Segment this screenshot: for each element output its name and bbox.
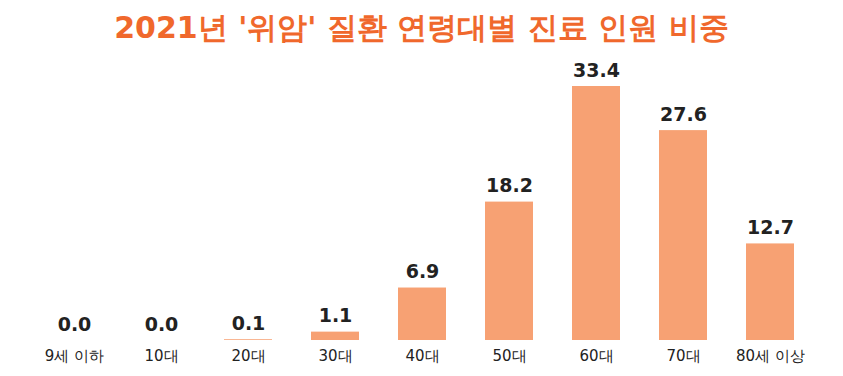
svg-text:1.1: 1.1 [319, 304, 353, 326]
svg-text:33.4: 33.4 [573, 59, 620, 81]
svg-text:0.0: 0.0 [145, 313, 179, 335]
svg-text:60대: 60대 [579, 347, 613, 365]
html-text:2021년 '위암' 질환 연령대별 진료 인원 비중: 2021년 '위암' 질환 연령대별 진료 인원 비중 [114, 10, 729, 45]
svg-text:12.7: 12.7 [747, 216, 794, 238]
svg-text:50대: 50대 [492, 347, 526, 365]
svg-text:80세 이상: 80세 이상 [736, 347, 805, 365]
svg-text:20대: 20대 [231, 347, 265, 365]
svg-text:40대: 40대 [405, 347, 439, 365]
svg-text:0.0: 0.0 [58, 313, 92, 335]
svg-text:6.9: 6.9 [406, 260, 440, 282]
svg-text:27.6: 27.6 [660, 103, 707, 125]
svg-text:70대: 70대 [666, 347, 700, 365]
svg-text:0.1: 0.1 [232, 312, 266, 334]
svg-text:18.2: 18.2 [486, 174, 533, 196]
svg-text:10대: 10대 [144, 347, 178, 365]
svg-text:30대: 30대 [318, 347, 352, 365]
svg-text:9세 이하: 9세 이하 [45, 347, 104, 365]
